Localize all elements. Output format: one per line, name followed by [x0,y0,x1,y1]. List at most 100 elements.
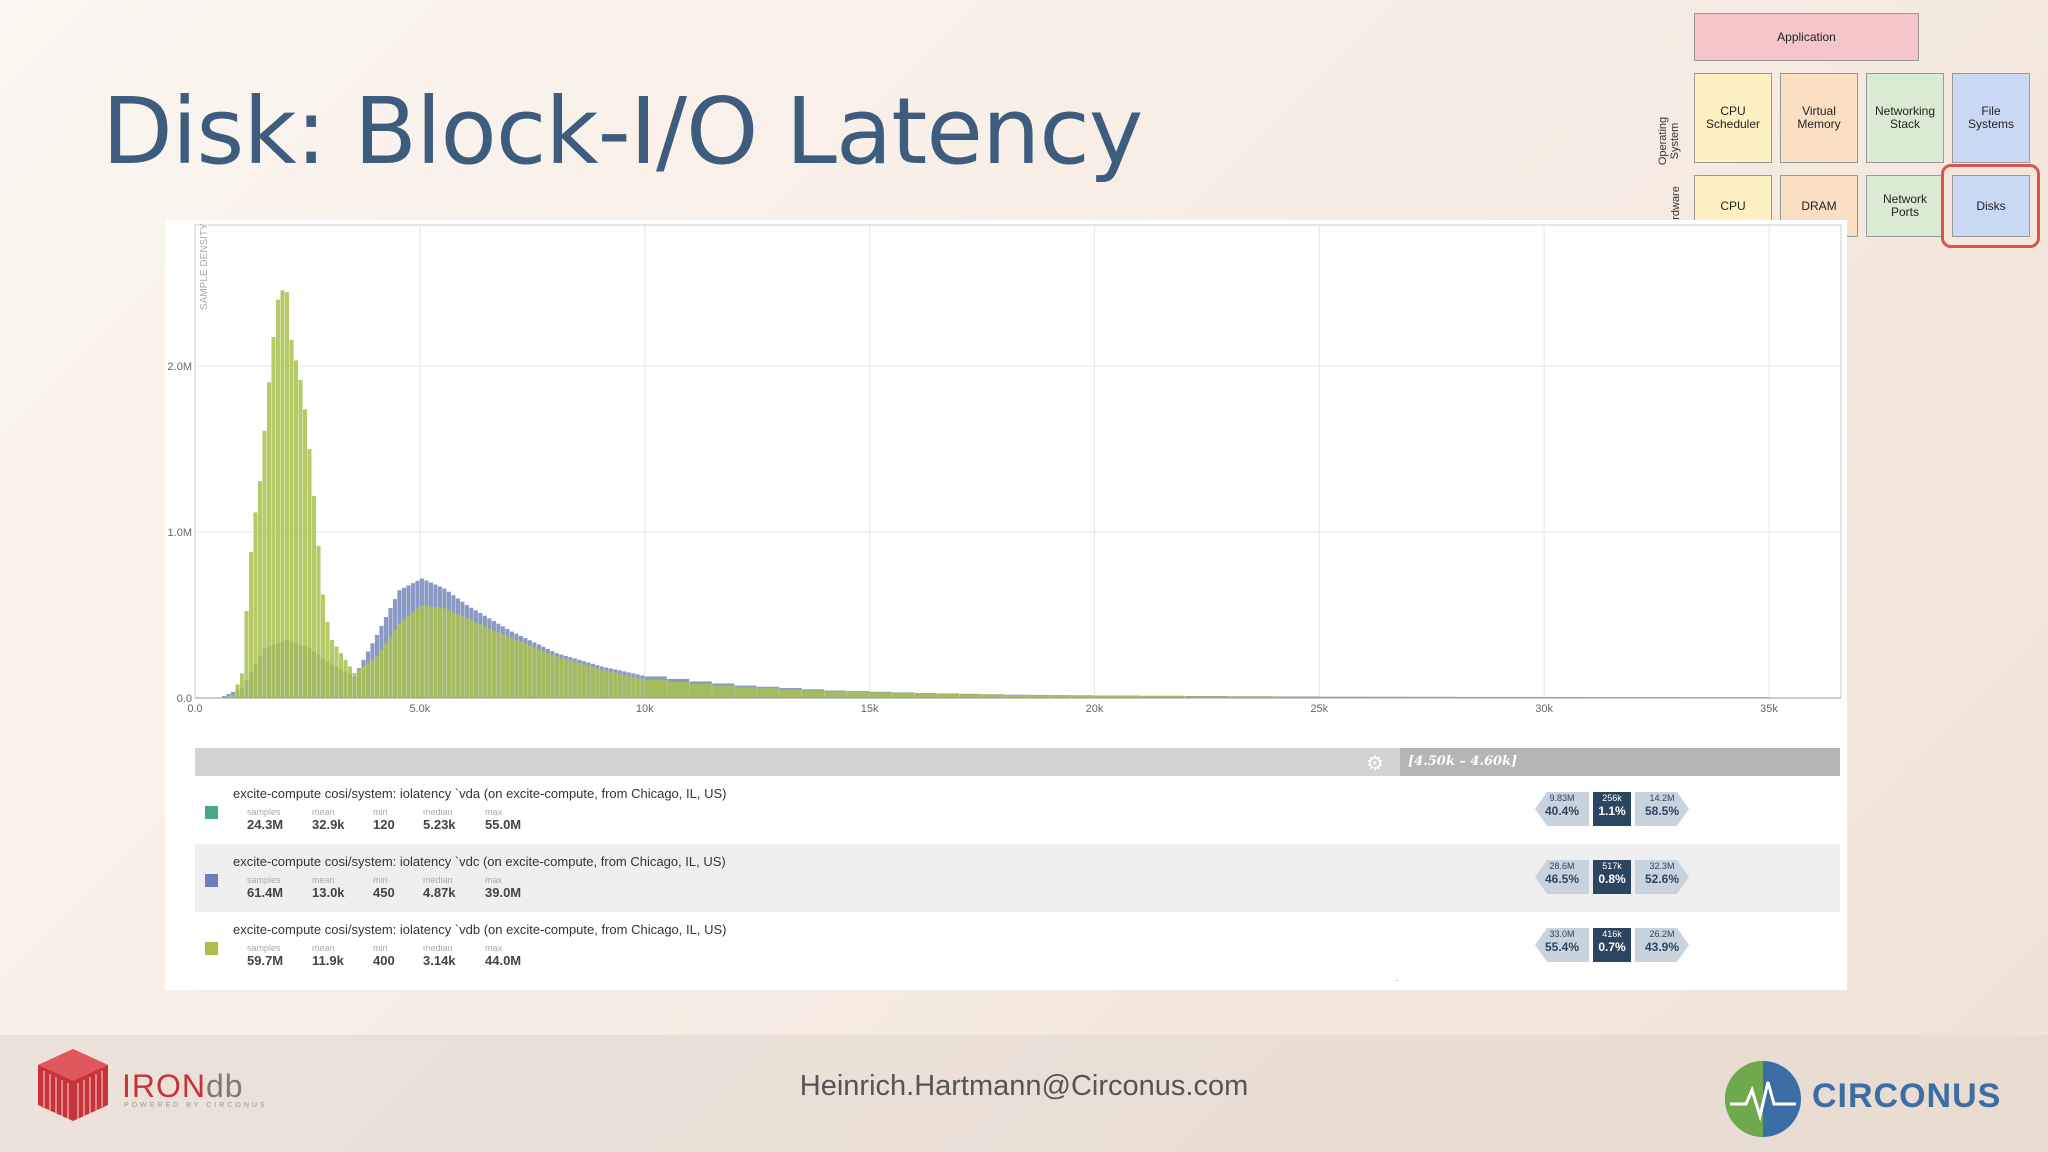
os-layer-label: Operating System [1657,116,1681,166]
range-share-count: 256k [1602,793,1622,803]
histogram-bar-vdb [518,641,523,698]
histogram-bar-vdb [640,678,645,698]
histogram-bar-vdb [536,649,541,698]
histogram-bar-vdb [401,619,406,698]
histogram-bar-vdb [253,512,258,698]
histogram-bar-vdb [419,605,424,698]
histogram-bar-vdb [824,691,847,698]
histogram-bar-vdb [914,693,937,698]
stat-min: min 400 [373,944,395,969]
histogram-bar-vdb [527,645,532,698]
stat-max: max 39.0M [485,875,521,901]
range-share-left: 28.6M 46.5% [1535,860,1589,894]
histogram-bar-vdb [545,652,550,698]
histogram-bar-vdb [487,628,492,698]
stat-value: 55.0M [485,817,522,832]
histogram-bar-vdb [464,618,469,698]
histogram-bar-vdb [433,607,438,698]
histogram-bar-vdb [397,623,402,698]
stat-value: 61.4M [247,885,284,900]
y-tick-label: 1.0M [168,527,192,539]
histogram-bar-vdb [374,656,379,698]
stat-label: samples [247,875,281,885]
histogram-bar-vdb [505,636,510,698]
histogram-bar-vdb [437,607,442,698]
range-share-count: 28.6M [1549,861,1575,871]
range-share-percent: 46.5% [1544,872,1580,886]
x-tick-label: 20k [1086,703,1104,715]
histogram-bar-vdb [311,495,317,698]
stat-value: 120 [373,817,395,832]
stat-value: 32.9k [312,817,345,832]
footer-bar [0,1035,2048,1152]
histogram-bar-vdb [235,684,240,698]
series-color-swatch [205,942,218,955]
histogram-bar-vdb [388,636,393,698]
histogram-bar-vdb [644,679,667,698]
histogram-bar-vdb [1409,696,1454,698]
stat-label: max [485,807,503,817]
stat-label: samples [247,807,281,817]
histogram-bar-vdb [316,545,321,698]
stat-value: 5.23k [423,817,456,832]
histogram-bar-vdb [892,692,915,698]
series-title: excite-compute cosi/system: iolatency `v… [233,854,726,869]
histogram-bar-vdb [257,481,263,698]
histogram-bar-vdb [847,691,870,698]
x-tick-label: 25k [1310,703,1328,715]
histogram-bar-vdb [271,337,276,698]
histogram-bar-vdb [280,290,285,698]
stat-mean: mean 13.0k [312,876,345,901]
range-share-percent: 1.1% [1598,804,1626,818]
range-share-left: 33.0M 55.4% [1535,928,1589,962]
histogram-bar-vdb [532,647,537,698]
series-color-swatch [205,806,218,819]
stat-value: 3.14k [423,953,456,968]
histogram-bar-vdb [244,610,249,698]
virtual-memory-box: Virtual Memory [1780,73,1858,163]
stat-label: mean [312,807,335,817]
histogram-bar-vdb [577,663,582,698]
stat-label: mean [312,943,335,953]
range-share-right: 14.2M 58.5% [1635,792,1689,826]
series-row[interactable]: excite-compute cosi/system: iolatency `v… [195,776,1840,844]
histogram-bar-vdb [415,608,420,698]
range-share-count: 9.83M [1549,793,1575,803]
histogram-bar-vdb [275,299,281,698]
histogram-bar-vdb [1274,696,1319,698]
stat-samples: samples 59.7M [247,944,283,969]
stat-value: 400 [373,953,395,968]
histogram-bar-vdb [1026,695,1050,698]
histogram-bar-vdb [221,696,227,698]
histogram-bar-vdb [779,689,802,698]
stat-samples: samples 61.4M [247,875,284,901]
histogram-bar-vdb [455,614,460,698]
histogram-chart: 0.0 5.0k 10k 15k 20k 25k 30k 35k 0.0 1.0M 2.0M SAMP… [168,223,1842,715]
histogram-bar-vdc [226,694,231,698]
stat-value: 44.0M [485,953,522,968]
histogram-bar-vdb [428,606,433,698]
stat-min: min 120 [373,808,395,833]
networking-stack-box: Networking Stack [1866,73,1944,163]
histogram-bar-vdb [325,621,330,698]
histogram-bar-vdb [379,649,384,698]
range-share-mid: 256k 1.1% [1593,792,1631,826]
range-label: [4.50k – 4.60k] [1400,748,1840,776]
stat-label: max [485,875,503,885]
histogram-bar-vdb [1229,696,1274,698]
range-share-percent: 0.8% [1598,872,1626,886]
range-share-percent: 55.4% [1544,940,1580,954]
range-share-percent: 52.6% [1644,872,1680,886]
stat-value: 13.0k [312,885,345,900]
histogram-bar-vdb [347,666,353,698]
gear-icon[interactable]: ⚙ [1366,753,1384,775]
histogram-bar-vdb [496,632,501,698]
histogram-bar-vdb [406,616,411,698]
histogram-bar-vdb [622,674,627,698]
series-row[interactable]: excite-compute cosi/system: iolatency `v… [195,912,1840,980]
series-row[interactable]: excite-compute cosi/system: iolatency `v… [195,844,1840,912]
histogram-bar-vdb [289,339,294,698]
stat-max: max 55.0M [485,807,522,833]
range-share-count: 32.3M [1649,861,1675,871]
stat-value: 11.9k [312,953,344,968]
